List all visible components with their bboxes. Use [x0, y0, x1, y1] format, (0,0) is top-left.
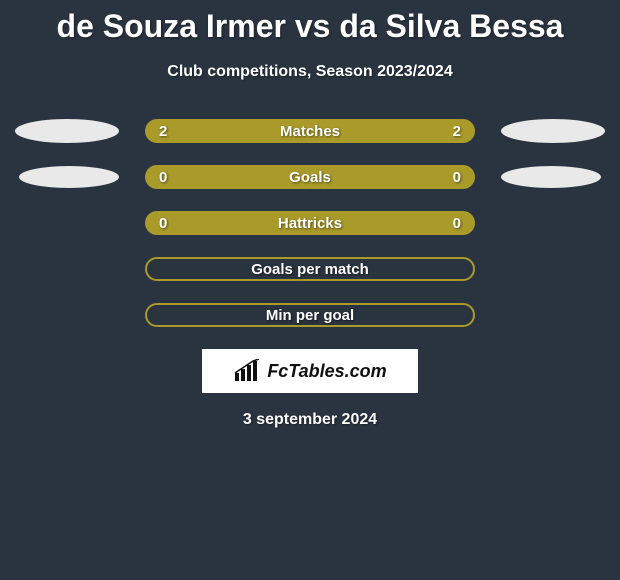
stat-label: Matches — [167, 123, 452, 140]
player-ellipse — [15, 119, 119, 143]
player-ellipse — [501, 303, 605, 327]
player-ellipse — [501, 257, 605, 281]
stat-row: 0Goals0 — [0, 165, 620, 189]
stat-label: Min per goal — [161, 307, 459, 324]
stat-bar: Goals per match — [145, 257, 475, 281]
stat-bar: 2Matches2 — [145, 119, 475, 143]
stat-row: Goals per match — [0, 257, 620, 281]
stat-row: 2Matches2 — [0, 119, 620, 143]
bar-chart-icon — [233, 359, 261, 383]
stat-value-left: 2 — [159, 123, 167, 140]
stat-value-left: 0 — [159, 215, 167, 232]
fctables-logo: FcTables.com — [202, 349, 418, 393]
stat-label: Hattricks — [167, 215, 452, 232]
stat-bar: 0Hattricks0 — [145, 211, 475, 235]
stat-row: Min per goal — [0, 303, 620, 327]
player-ellipse — [501, 119, 605, 143]
player-ellipse — [501, 166, 601, 188]
stat-label: Goals per match — [161, 261, 459, 278]
stat-row: 0Hattricks0 — [0, 211, 620, 235]
stat-bar: Min per goal — [145, 303, 475, 327]
player-ellipse — [15, 211, 119, 235]
player-ellipse — [15, 257, 119, 281]
stat-bar: 0Goals0 — [145, 165, 475, 189]
stat-label: Goals — [167, 169, 452, 186]
stat-value-left: 0 — [159, 169, 167, 186]
page-subtitle: Club competitions, Season 2023/2024 — [0, 63, 620, 81]
stat-value-right: 2 — [453, 123, 461, 140]
player-ellipse — [15, 303, 119, 327]
stat-value-right: 0 — [453, 169, 461, 186]
page-title: de Souza Irmer vs da Silva Bessa — [0, 0, 620, 45]
stat-rows: 2Matches20Goals00Hattricks0Goals per mat… — [0, 119, 620, 327]
player-ellipse — [19, 166, 119, 188]
stat-value-right: 0 — [453, 215, 461, 232]
logo-text: FcTables.com — [267, 361, 386, 382]
player-ellipse — [501, 211, 605, 235]
date-label: 3 september 2024 — [0, 411, 620, 429]
